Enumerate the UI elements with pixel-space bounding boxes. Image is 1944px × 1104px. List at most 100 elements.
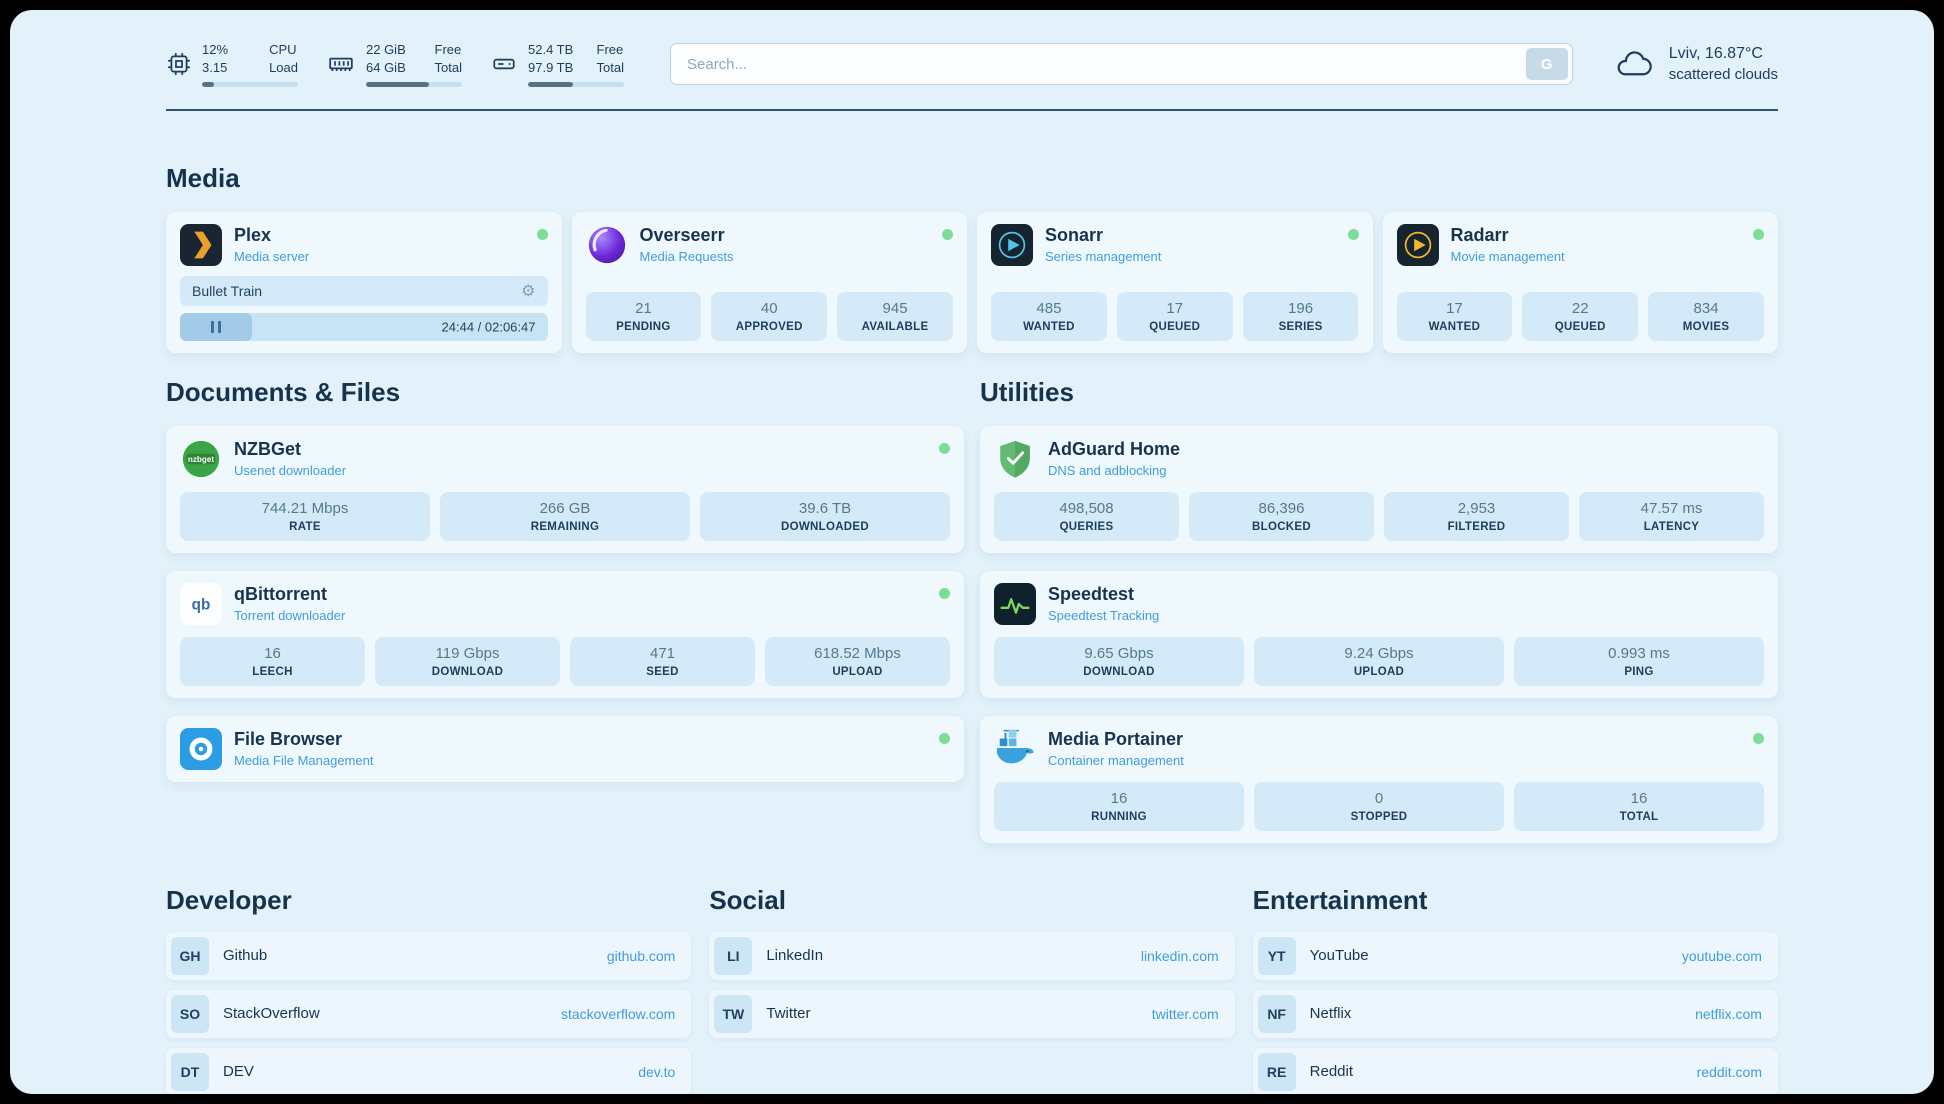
bookmark-url[interactable]: linkedin.com (1140, 947, 1219, 964)
svg-text:nzbget: nzbget (188, 454, 214, 463)
bookmark-linkedin[interactable]: LI LinkedIn linkedin.com (709, 931, 1235, 980)
bookmark-abbr: NF (1257, 994, 1296, 1033)
section-title-social: Social (709, 884, 786, 915)
bookmark-twitter[interactable]: TW Twitter twitter.com (709, 989, 1235, 1038)
bookmark-url[interactable]: youtube.com (1681, 947, 1762, 964)
bookmark-url[interactable]: twitter.com (1151, 1005, 1219, 1022)
app-card-overseerr[interactable]: Overseerr Media Requests 21 PENDING 40 A… (571, 211, 967, 353)
app-subtitle: Usenet downloader (234, 463, 347, 478)
app-subtitle: Series management (1045, 249, 1162, 264)
load-label: Load (269, 60, 298, 76)
section-social: Social LI LinkedIn linkedin.com TW Twitt… (709, 884, 1235, 1038)
playback-progress-bar[interactable]: 24:44 / 02:06:47 (180, 312, 548, 341)
stat-queries: 498,508 QUERIES (994, 491, 1179, 541)
stat-upload: 618.52 Mbps UPLOAD (765, 636, 950, 686)
now-playing-bar: Bullet Train ⚙ (180, 275, 548, 306)
search-engine-button[interactable]: G (1525, 48, 1568, 81)
section-developer: Developer GH Github github.com SO StackO… (166, 884, 692, 1094)
app-subtitle: DNS and adblocking (1048, 463, 1167, 478)
app-name: Overseerr (639, 225, 725, 245)
bookmark-netflix[interactable]: NF Netflix netflix.com (1252, 989, 1778, 1038)
bookmark-name: LinkedIn (766, 947, 824, 964)
cloud-icon (1611, 45, 1657, 83)
bookmark-url[interactable]: stackoverflow.com (560, 1005, 676, 1022)
app-subtitle: Media File Management (234, 753, 374, 768)
section-utilities: Utilities AdGuard Home DNS and adblockin… (980, 377, 1778, 843)
bookmark-url[interactable]: netflix.com (1695, 1005, 1762, 1022)
section-title-utilities: Utilities (980, 376, 1074, 407)
bookmark-url[interactable]: reddit.com (1696, 1063, 1762, 1080)
bookmark-name: StackOverflow (223, 1005, 320, 1022)
search-input[interactable] (670, 43, 1573, 86)
bookmark-url[interactable]: github.com (606, 947, 676, 964)
status-dot (939, 732, 950, 744)
playback-time: 24:44 / 02:06:47 (441, 319, 536, 334)
app-card-plex[interactable]: Plex Media server Bullet Train ⚙ 24:44 (166, 211, 562, 353)
app-name: AdGuard Home (1048, 439, 1181, 459)
app-card-speedtest[interactable]: Speedtest Speedtest Tracking 9.65 Gbps D… (980, 570, 1778, 698)
stat-queued: 22 QUEUED (1522, 291, 1639, 341)
ram-total-value: 64 GiB (366, 60, 406, 76)
overseerr-icon (586, 224, 628, 266)
status-dot (939, 442, 950, 454)
search-bar: G (670, 43, 1573, 86)
stat-downloaded: 39.6 TB DOWNLOADED (700, 491, 950, 541)
stat-remaining: 266 GB REMAINING (440, 491, 690, 541)
bookmark-abbr: TW (714, 994, 753, 1033)
app-card-portainer[interactable]: Media Portainer Container management 16 … (980, 715, 1778, 843)
stat-blocked: 86,396 BLOCKED (1189, 491, 1374, 541)
stat-wanted: 485 WANTED (991, 291, 1107, 341)
stat-pending: 21 PENDING (585, 291, 702, 341)
topbar-divider (166, 108, 1778, 111)
section-title-documents: Documents & Files (166, 376, 401, 407)
status-dot (1347, 228, 1359, 240)
top-bar: 12% 3.15 CPU Load (166, 10, 1778, 87)
app-name: Sonarr (1045, 225, 1104, 245)
app-card-qbittorrent[interactable]: qb qBittorrent Torrent downloader 16 (166, 570, 964, 698)
disk-widget: 52.4 TB 97.9 TB Free Total (490, 42, 624, 87)
app-card-sonarr[interactable]: Sonarr Series management 485 WANTED 17 Q… (977, 211, 1373, 353)
free-label: Free (596, 42, 624, 57)
plex-icon (180, 223, 222, 266)
stat-ping: 0.993 ms PING (1514, 636, 1764, 686)
app-card-filebrowser[interactable]: File Browser Media File Management (166, 715, 964, 782)
app-name: Media Portainer (1048, 729, 1184, 749)
cpu-values: 12% 3.15 (202, 42, 228, 77)
cpu-progress-bar (202, 81, 298, 87)
status-dot (942, 228, 953, 240)
disk-free-value: 52.4 TB (528, 42, 574, 57)
app-name: File Browser (234, 729, 343, 749)
bookmark-stackoverflow[interactable]: SO StackOverflow stackoverflow.com (166, 989, 692, 1038)
app-card-nzbget[interactable]: nzbget NZBGet Usenet downloader 744.21 M… (166, 425, 964, 553)
stat-movies: 834 MOVIES (1648, 291, 1764, 341)
bookmark-abbr: YT (1257, 936, 1296, 975)
pause-icon[interactable] (210, 320, 214, 333)
app-card-adguard[interactable]: AdGuard Home DNS and adblocking 498,508 … (980, 425, 1778, 553)
bookmark-github[interactable]: GH Github github.com (166, 931, 692, 980)
status-dot (536, 228, 548, 240)
gear-icon[interactable]: ⚙ (521, 280, 536, 300)
stat-available: 945 AVAILABLE (837, 291, 953, 341)
bookmark-abbr: SO (171, 994, 209, 1033)
radarr-icon (1396, 223, 1439, 266)
app-subtitle: Media server (234, 249, 310, 264)
app-subtitle: Media Requests (639, 249, 734, 264)
bookmark-name: Github (223, 947, 268, 964)
bookmark-dev[interactable]: DT DEV dev.to (166, 1047, 692, 1094)
cpu-labels: CPU Load (269, 42, 298, 77)
bookmark-youtube[interactable]: YT YouTube youtube.com (1252, 931, 1778, 980)
app-card-radarr[interactable]: Radarr Movie management 17 WANTED 22 QUE… (1382, 211, 1778, 353)
disk-values: 52.4 TB 97.9 TB (528, 42, 573, 77)
ram-progress-bar (366, 81, 462, 87)
bookmark-abbr: LI (714, 936, 753, 975)
cpu-label: CPU (269, 42, 297, 57)
sonarr-icon (991, 223, 1033, 266)
section-title-entertainment: Entertainment (1252, 884, 1428, 915)
bookmark-url[interactable]: dev.to (638, 1063, 676, 1080)
total-label: Total (596, 60, 624, 76)
bookmark-name: DEV (223, 1063, 254, 1080)
adguard-icon (994, 438, 1036, 480)
app-name: Radarr (1450, 225, 1509, 245)
bookmark-reddit[interactable]: RE Reddit reddit.com (1252, 1047, 1778, 1094)
section-title-developer: Developer (166, 884, 292, 915)
